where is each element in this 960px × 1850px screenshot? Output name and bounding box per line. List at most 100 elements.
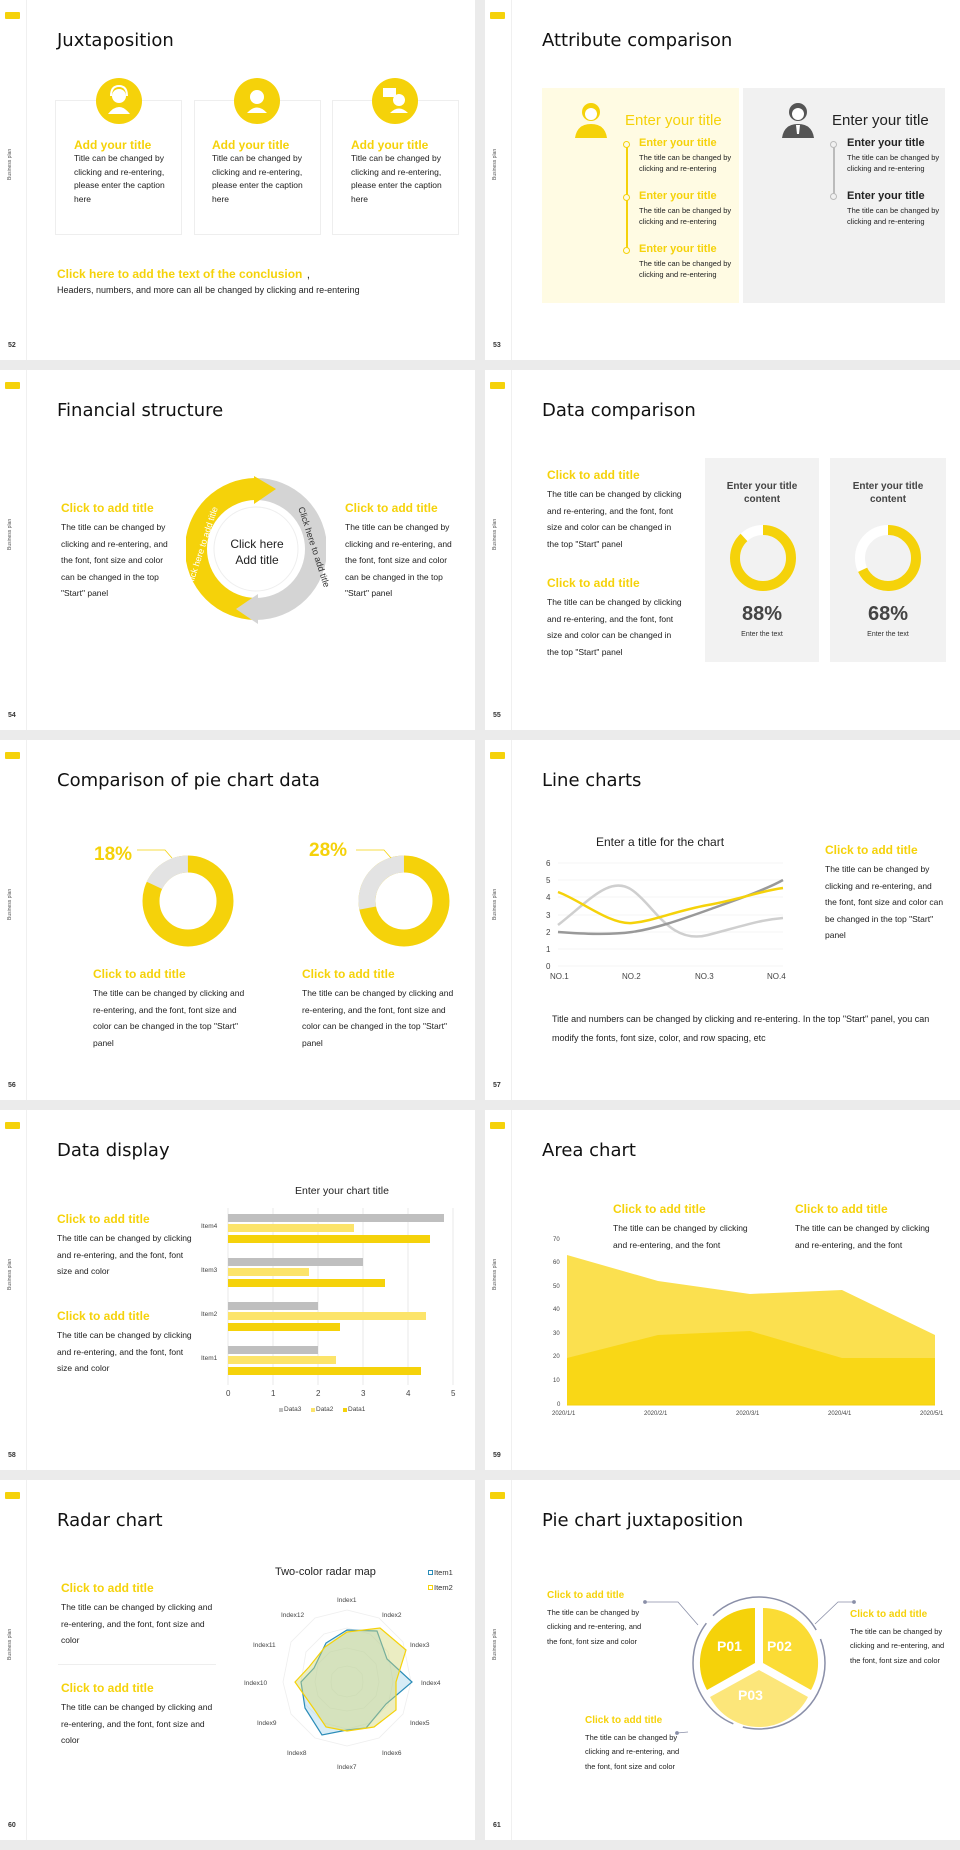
pie-label[interactable]: 18% <box>94 844 133 865</box>
slide-58[interactable]: Business plan 58 Data display Click to a… <box>0 1110 475 1470</box>
block-body[interactable]: The title can be changed by clicking and… <box>61 1602 213 1646</box>
left-heading[interactable]: Enter your title <box>625 112 722 129</box>
slide-title[interactable]: Pie chart juxtaposition <box>542 1510 744 1531</box>
slide-title[interactable]: Comparison of pie chart data <box>57 770 320 791</box>
footer-text[interactable]: Title and numbers can be changed by clic… <box>552 1014 930 1043</box>
segment-label-p01[interactable]: P01 <box>717 1638 742 1654</box>
horizontal-bar-chart: Item4 Item3 Item2 Item1 0 1 2 3 4 5 <box>201 1208 456 1412</box>
segment-label-p02[interactable]: P02 <box>767 1638 792 1654</box>
block-body[interactable]: The title can be changed by clicking and… <box>547 1608 642 1646</box>
stat-panel-2 <box>830 458 946 662</box>
slide-title[interactable]: Data comparison <box>542 400 696 421</box>
block-title[interactable]: Click to add title <box>613 1202 706 1216</box>
left-title[interactable]: Click to add title <box>61 501 154 515</box>
card-title[interactable]: Add your title <box>351 138 429 152</box>
cycle-diagram[interactable] <box>186 474 326 624</box>
center-title-line1[interactable]: Click here <box>230 537 284 551</box>
svg-text:3: 3 <box>546 911 551 920</box>
slide-54[interactable]: Business plan 54 Financial structure Cli… <box>0 370 475 730</box>
slide-title[interactable]: Area chart <box>542 1140 636 1161</box>
pie-label[interactable]: 28% <box>309 840 348 861</box>
chart-title[interactable]: Two-color radar map <box>275 1566 376 1578</box>
side-title[interactable]: Click to add title <box>825 843 918 857</box>
block-body[interactable]: The title can be changed by clicking and… <box>585 1733 680 1771</box>
item-body[interactable]: The title can be changed by clicking and… <box>639 259 732 280</box>
svg-text:Index5: Index5 <box>410 1720 430 1727</box>
item-title[interactable]: Enter your title <box>639 190 717 202</box>
slide-61[interactable]: Business plan 61 Pie chart juxtaposition… <box>485 1480 960 1840</box>
block-body[interactable]: The title can be changed by clicking and… <box>57 1330 192 1374</box>
slide-53[interactable]: Business plan 53 Attribute comparison En… <box>485 0 960 360</box>
block-title[interactable]: Click to add title <box>61 1581 154 1595</box>
block-title[interactable]: Click to add title <box>795 1202 888 1216</box>
slide-60[interactable]: Business plan 60 Radar chart Click to ad… <box>0 1480 475 1840</box>
panel-caption[interactable]: Enter the text <box>867 631 909 638</box>
block-body[interactable]: The title can be changed by clicking and… <box>795 1223 930 1250</box>
chart-title[interactable]: Enter your chart title <box>295 1185 389 1197</box>
item-body[interactable]: The title can be changed by clicking and… <box>639 153 732 174</box>
panel-title[interactable]: Enter your title content <box>852 481 924 505</box>
slide-title[interactable]: Line charts <box>542 770 642 791</box>
block-title[interactable]: Click to add title <box>57 1212 150 1226</box>
block-title[interactable]: Click to add title <box>547 576 640 590</box>
slide-52[interactable]: Business plan 52 Juxtaposition Add your … <box>0 0 475 360</box>
card-title[interactable]: Add your title <box>74 138 152 152</box>
pie-title[interactable]: Click to add title <box>93 967 186 981</box>
center-title-line2[interactable]: Add title <box>235 553 279 567</box>
segmented-pie[interactable] <box>685 1590 835 1740</box>
block-title[interactable]: Click to add title <box>850 1609 928 1620</box>
timeline-dot <box>830 193 837 200</box>
item-title[interactable]: Enter your title <box>847 137 925 149</box>
card-title[interactable]: Add your title <box>212 138 290 152</box>
item-title[interactable]: Enter your title <box>847 190 925 202</box>
block-title[interactable]: Click to add title <box>547 468 640 482</box>
panel-title[interactable]: Enter your title content <box>726 481 798 505</box>
card-body[interactable]: Title can be changed by clicking and re-… <box>351 153 442 204</box>
pie-body[interactable]: The title can be changed by clicking and… <box>93 988 245 1048</box>
chart-title[interactable]: Enter a title for the chart <box>595 835 725 849</box>
slide-56[interactable]: Business plan 56 Comparison of pie chart… <box>0 740 475 1100</box>
svg-text:3: 3 <box>361 1389 366 1398</box>
slide-title[interactable]: Juxtaposition <box>57 30 174 51</box>
slide-title[interactable]: Radar chart <box>57 1510 163 1531</box>
block-body[interactable]: The title can be changed by clicking and… <box>547 597 682 657</box>
left-body[interactable]: The title can be changed by clicking and… <box>61 522 168 599</box>
block-title[interactable]: Click to add title <box>57 1309 150 1323</box>
block-title[interactable]: Click to add title <box>585 1715 663 1726</box>
block-body[interactable]: The title can be changed by clicking and… <box>547 489 682 549</box>
block-body[interactable]: The title can be changed by clicking and… <box>850 1627 945 1665</box>
block-title[interactable]: Click to add title <box>547 1590 625 1601</box>
panel-caption[interactable]: Enter the text <box>741 631 783 638</box>
card-body[interactable]: Title can be changed by clicking and re-… <box>74 153 165 204</box>
item-body[interactable]: The title can be changed by clicking and… <box>847 206 940 227</box>
slide-title[interactable]: Data display <box>57 1140 170 1161</box>
conclusion-heading[interactable]: Click here to add the text of the conclu… <box>57 265 310 283</box>
slide-title[interactable]: Attribute comparison <box>542 30 733 51</box>
item-body[interactable]: The title can be changed by clicking and… <box>639 206 732 227</box>
slide-side-strip <box>0 740 27 1100</box>
side-body[interactable]: The title can be changed by clicking and… <box>825 864 944 941</box>
item-title[interactable]: Enter your title <box>639 137 717 149</box>
slide-55[interactable]: Business plan 55 Data comparison Click t… <box>485 370 960 730</box>
block-body[interactable]: The title can be changed by clicking and… <box>613 1223 748 1250</box>
panel-value[interactable]: 88% <box>741 603 783 625</box>
item-title[interactable]: Enter your title <box>639 243 717 255</box>
block-body[interactable]: The title can be changed by clicking and… <box>57 1233 192 1277</box>
item-body[interactable]: The title can be changed by clicking and… <box>847 153 940 174</box>
right-heading[interactable]: Enter your title <box>832 112 929 129</box>
page-number: 60 <box>8 1822 16 1829</box>
slide-57[interactable]: Business plan 57 Line charts Enter a tit… <box>485 740 960 1100</box>
block-body[interactable]: The title can be changed by clicking and… <box>61 1702 213 1746</box>
pie-body[interactable]: The title can be changed by clicking and… <box>302 988 454 1048</box>
right-body[interactable]: The title can be changed by clicking and… <box>345 522 452 599</box>
pie-title[interactable]: Click to add title <box>302 967 395 981</box>
slide-title[interactable]: Financial structure <box>57 400 224 421</box>
right-title[interactable]: Click to add title <box>345 501 438 515</box>
block-title[interactable]: Click to add title <box>61 1681 154 1695</box>
slide-59[interactable]: Business plan 59 Area chart 70 60 50 40 30 20… <box>485 1110 960 1470</box>
conclusion-body[interactable]: Headers, numbers, and more can all be ch… <box>57 285 360 295</box>
panel-value[interactable]: 68% <box>867 603 909 625</box>
card-body[interactable]: Title can be changed by clicking and re-… <box>212 153 303 204</box>
segment-label-p03[interactable]: P03 <box>738 1687 763 1703</box>
svg-text:2: 2 <box>546 928 551 937</box>
